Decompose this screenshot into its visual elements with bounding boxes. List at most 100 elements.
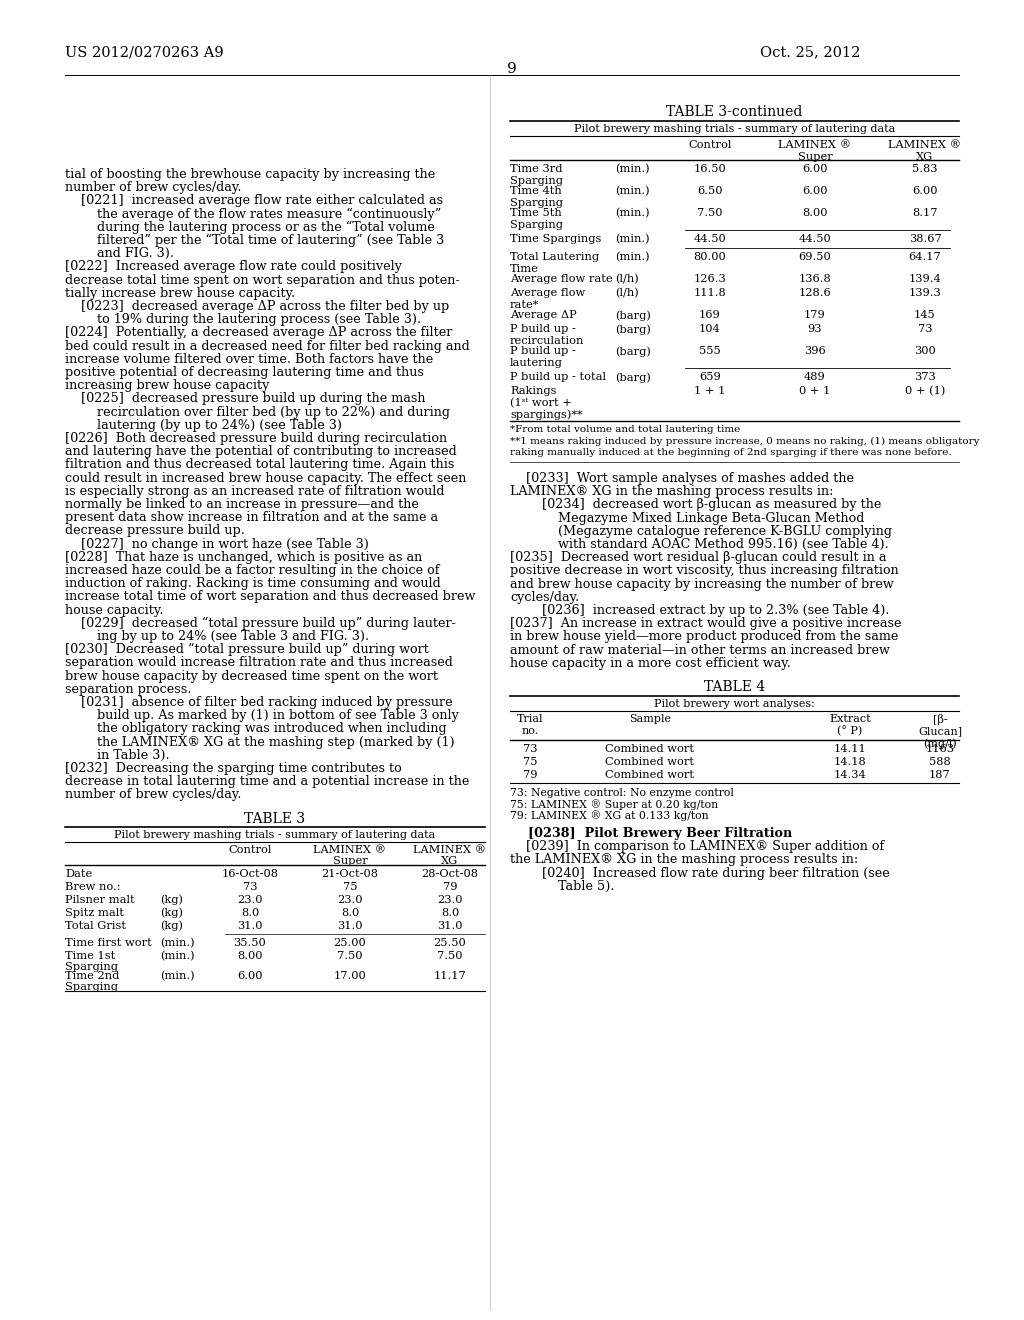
Text: number of brew cycles/day.: number of brew cycles/day.	[65, 181, 242, 194]
Text: 128.6: 128.6	[799, 288, 831, 298]
Text: 0 + (1): 0 + (1)	[905, 385, 945, 396]
Text: 8.17: 8.17	[912, 209, 938, 218]
Text: 93: 93	[808, 323, 822, 334]
Text: increased haze could be a factor resulting in the choice of: increased haze could be a factor resulti…	[65, 564, 439, 577]
Text: [0227]  no change in wort haze (see Table 3): [0227] no change in wort haze (see Table…	[65, 537, 369, 550]
Text: 14.18: 14.18	[834, 756, 866, 767]
Text: induction of raking. Racking is time consuming and would: induction of raking. Racking is time con…	[65, 577, 440, 590]
Text: [0230]  Decreased “total pressure build up” during wort: [0230] Decreased “total pressure build u…	[65, 643, 429, 656]
Text: the LAMINEX® XG in the mashing process results in:: the LAMINEX® XG in the mashing process r…	[510, 854, 858, 866]
Text: number of brew cycles/day.: number of brew cycles/day.	[65, 788, 242, 801]
Text: LAMINEX ®
XG: LAMINEX ® XG	[889, 140, 962, 161]
Text: 169: 169	[699, 310, 721, 319]
Text: (barg): (barg)	[615, 346, 651, 356]
Text: 73: 73	[243, 882, 257, 891]
Text: filtered” per the “Total time of lautering” (see Table 3: filtered” per the “Total time of lauteri…	[65, 234, 444, 247]
Text: during the lautering process or as the “Total volume: during the lautering process or as the “…	[65, 220, 435, 234]
Text: LAMINEX ®
Super: LAMINEX ® Super	[778, 140, 852, 161]
Text: Time 4th
Sparging: Time 4th Sparging	[510, 186, 563, 207]
Text: [0224]  Potentially, a decreased average ΔP across the filter: [0224] Potentially, a decreased average …	[65, 326, 453, 339]
Text: Combined wort: Combined wort	[605, 770, 694, 780]
Text: 23.0: 23.0	[437, 895, 463, 904]
Text: increase volume filtered over time. Both factors have the: increase volume filtered over time. Both…	[65, 352, 433, 366]
Text: 75: 75	[343, 882, 357, 891]
Text: 9: 9	[507, 62, 517, 77]
Text: tial of boosting the brewhouse capacity by increasing the: tial of boosting the brewhouse capacity …	[65, 168, 435, 181]
Text: 136.8: 136.8	[799, 275, 831, 284]
Text: Control: Control	[228, 845, 271, 854]
Text: (min.): (min.)	[615, 252, 649, 263]
Text: P build up -
lautering: P build up - lautering	[510, 346, 575, 367]
Text: positive potential of decreasing lautering time and thus: positive potential of decreasing lauteri…	[65, 366, 424, 379]
Text: 5.83: 5.83	[912, 164, 938, 174]
Text: 28-Oct-08: 28-Oct-08	[422, 869, 478, 879]
Text: (min.): (min.)	[615, 164, 649, 174]
Text: Time 1st
Sparging: Time 1st Sparging	[65, 950, 118, 973]
Text: 300: 300	[914, 346, 936, 356]
Text: 79: 79	[522, 770, 538, 780]
Text: 139.4: 139.4	[908, 275, 941, 284]
Text: Date: Date	[65, 869, 92, 879]
Text: 14.34: 14.34	[834, 770, 866, 780]
Text: [0235]  Decreased wort residual β-glucan could result in a: [0235] Decreased wort residual β-glucan …	[510, 552, 887, 564]
Text: 489: 489	[804, 372, 826, 381]
Text: (kg): (kg)	[160, 895, 183, 906]
Text: (barg): (barg)	[615, 323, 651, 334]
Text: 14.11: 14.11	[834, 744, 866, 754]
Text: 64.17: 64.17	[908, 252, 941, 261]
Text: 31.0: 31.0	[437, 920, 463, 931]
Text: and FIG. 3).: and FIG. 3).	[65, 247, 174, 260]
Text: Average ΔP: Average ΔP	[510, 310, 577, 319]
Text: house capacity in a more cost efficient way.: house capacity in a more cost efficient …	[510, 657, 791, 669]
Text: Trial
no.: Trial no.	[517, 714, 544, 735]
Text: 6.00: 6.00	[802, 186, 827, 195]
Text: raking manually induced at the beginning of 2nd sparging if there was none befor: raking manually induced at the beginning…	[510, 447, 951, 457]
Text: Time Spargings: Time Spargings	[510, 234, 601, 244]
Text: separation would increase filtration rate and thus increased: separation would increase filtration rat…	[65, 656, 453, 669]
Text: 16.50: 16.50	[693, 164, 726, 174]
Text: LAMINEX ®
XG: LAMINEX ® XG	[414, 845, 486, 866]
Text: is especially strong as an increased rate of filtration would: is especially strong as an increased rat…	[65, 484, 444, 498]
Text: US 2012/0270263 A9: US 2012/0270263 A9	[65, 45, 223, 59]
Text: 659: 659	[699, 372, 721, 381]
Text: Combined wort: Combined wort	[605, 756, 694, 767]
Text: **1 means raking induced by pressure increase, 0 means no raking, (1) means obli: **1 means raking induced by pressure inc…	[510, 437, 980, 446]
Text: and brew house capacity by increasing the number of brew: and brew house capacity by increasing th…	[510, 578, 894, 590]
Text: 23.0: 23.0	[238, 895, 263, 904]
Text: Time 2nd
Sparging: Time 2nd Sparging	[65, 970, 120, 993]
Text: (min.): (min.)	[615, 234, 649, 244]
Text: decrease total time spent on wort separation and thus poten-: decrease total time spent on wort separa…	[65, 273, 460, 286]
Text: 6.00: 6.00	[912, 186, 938, 195]
Text: present data show increase in filtration and at the same a: present data show increase in filtration…	[65, 511, 438, 524]
Text: *From total volume and total lautering time: *From total volume and total lautering t…	[510, 425, 740, 434]
Text: 8.00: 8.00	[802, 209, 827, 218]
Text: Pilot brewery wort analyses:: Pilot brewery wort analyses:	[654, 700, 815, 709]
Text: the LAMINEX® XG at the mashing step (marked by (1): the LAMINEX® XG at the mashing step (mar…	[65, 735, 455, 748]
Text: [0225]  decreased pressure build up during the mash: [0225] decreased pressure build up durin…	[65, 392, 426, 405]
Text: Time 3rd
Sparging: Time 3rd Sparging	[510, 164, 563, 186]
Text: 6.00: 6.00	[238, 970, 263, 981]
Text: Oct. 25, 2012: Oct. 25, 2012	[760, 45, 860, 59]
Text: 7.50: 7.50	[697, 209, 723, 218]
Text: (min.): (min.)	[160, 950, 195, 961]
Text: P build up -
recirculation: P build up - recirculation	[510, 323, 585, 346]
Text: 75: LAMINEX ® Super at 0.20 kg/ton: 75: LAMINEX ® Super at 0.20 kg/ton	[510, 799, 718, 809]
Text: 44.50: 44.50	[693, 234, 726, 244]
Text: [0223]  decreased average ΔP across the filter bed by up: [0223] decreased average ΔP across the f…	[65, 300, 450, 313]
Text: (min.): (min.)	[615, 186, 649, 197]
Text: 7.50: 7.50	[337, 950, 362, 961]
Text: (min.): (min.)	[160, 937, 195, 948]
Text: and lautering have the potential of contributing to increased: and lautering have the potential of cont…	[65, 445, 457, 458]
Text: 0 + 1: 0 + 1	[800, 385, 830, 396]
Text: 139.3: 139.3	[908, 288, 941, 298]
Text: 6.00: 6.00	[802, 164, 827, 174]
Text: (l/h): (l/h)	[615, 288, 639, 298]
Text: (l/h): (l/h)	[615, 275, 639, 284]
Text: 7.50: 7.50	[437, 950, 463, 961]
Text: [0221]  increased average flow rate either calculated as: [0221] increased average flow rate eithe…	[65, 194, 443, 207]
Text: P build up - total: P build up - total	[510, 372, 606, 381]
Text: [0237]  An increase in extract would give a positive increase: [0237] An increase in extract would give…	[510, 618, 901, 630]
Text: Time 5th
Sparging: Time 5th Sparging	[510, 209, 563, 230]
Text: LAMINEX® XG in the mashing process results in:: LAMINEX® XG in the mashing process resul…	[510, 486, 834, 498]
Text: Pilot brewery mashing trials - summary of lautering data: Pilot brewery mashing trials - summary o…	[573, 124, 895, 135]
